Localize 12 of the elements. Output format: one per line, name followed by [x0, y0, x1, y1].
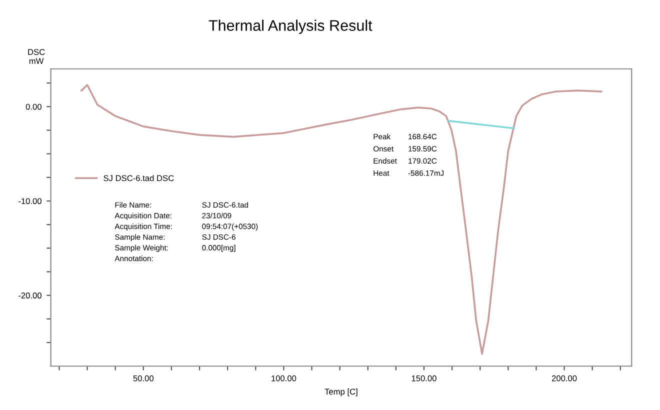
x-axis-title: Temp [C] — [324, 388, 358, 396]
x-tick-label: 150.00 — [412, 375, 436, 382]
legend-label: SJ DSC-6.tad DSC — [104, 174, 174, 182]
x-tick-label: 200.00 — [552, 375, 577, 382]
line-series — [80, 84, 602, 355]
x-tick-label: 50.00 — [133, 375, 154, 382]
chart-title: Thermal Analysis Result — [208, 20, 372, 34]
x-tick-label: 100.00 — [272, 375, 296, 382]
y-tick-label: 0.00 — [26, 104, 42, 110]
y-tick-label: -10.00 — [18, 198, 42, 204]
y-axis-title: DSC mW — [28, 49, 45, 64]
y-tick-label: -20.00 — [18, 292, 42, 298]
